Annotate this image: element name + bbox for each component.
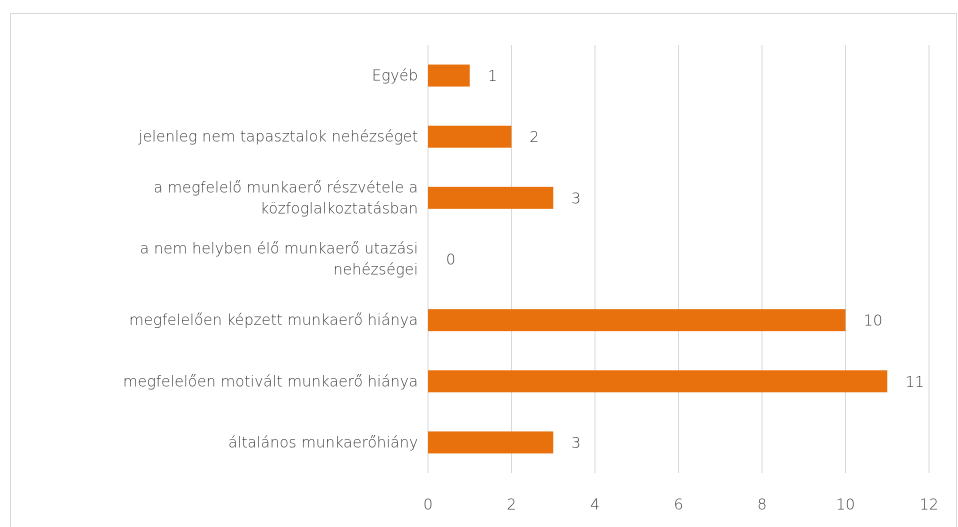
x-tick-label: 12 [919, 496, 938, 514]
bar [428, 64, 470, 87]
x-tick-label: 10 [836, 496, 855, 514]
y-tick-label: megfelelően motivált munkaerő hiánya [123, 372, 418, 390]
x-tick-label: 0 [423, 496, 433, 514]
data-label: 3 [571, 189, 581, 207]
bar [428, 370, 888, 393]
data-label: 10 [864, 312, 883, 330]
data-label: 0 [446, 251, 456, 269]
x-tick-label: 8 [757, 496, 767, 514]
bar [428, 309, 846, 332]
y-tick-label: a nem helyben élő munkaerő utazási nehézs… [140, 239, 418, 278]
y-tick-label: a megfelelő munkaerő részvétele a közfogl… [154, 178, 418, 217]
bar [428, 186, 554, 209]
y-tick-label: általános munkaerőhiány [228, 433, 418, 451]
chart-frame [10, 13, 957, 527]
x-tick-label: 4 [590, 496, 600, 514]
data-label: 2 [530, 128, 540, 146]
bar [428, 431, 554, 454]
y-tick-label: Egyéb [372, 66, 418, 84]
x-tick-label: 6 [674, 496, 684, 514]
y-tick-label: jelenleg nem tapasztalok nehézséget [138, 127, 419, 145]
bar [428, 125, 512, 148]
data-label: 3 [571, 434, 581, 452]
y-tick-label: megfelelően képzett munkaerő hiánya [129, 311, 418, 329]
data-label: 11 [905, 373, 924, 391]
data-label: 1 [488, 67, 498, 85]
x-tick-label: 2 [507, 496, 517, 514]
